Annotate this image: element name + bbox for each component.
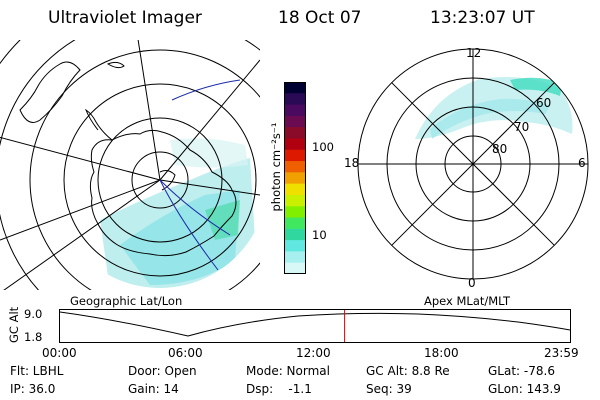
- colorbar-stop: [284, 161, 306, 173]
- colorbar-stop: [284, 172, 306, 185]
- magnetic-polar-plot: [357, 48, 589, 280]
- magnetic-lines: [159, 79, 241, 271]
- flight-info: Flt: LBHL: [10, 364, 64, 378]
- mlat-label-80: 80: [492, 142, 508, 156]
- geographic-map: [0, 40, 260, 290]
- antarctic-peninsula: [84, 108, 113, 141]
- geo-latitude: GLat: -78.6: [488, 364, 555, 378]
- island-outline: [106, 61, 125, 69]
- colorbar-stop: [284, 240, 306, 252]
- colorbar-stop: [284, 228, 306, 241]
- colorbar-stop: [284, 217, 306, 230]
- colorbar-stop: [284, 194, 306, 207]
- mode-status: Mode: Normal: [246, 364, 330, 378]
- left-aurora-coverage: [100, 138, 255, 288]
- colorbar-stop: [284, 115, 306, 128]
- timeline-ymax: 9.0: [24, 307, 43, 321]
- mlt-label-0: 0: [468, 276, 476, 290]
- timeline-tick-2359: 23:59: [544, 346, 579, 360]
- mlt-label-18: 18: [344, 156, 360, 170]
- gc-altitude: GC Alt: 8.8 Re: [366, 364, 450, 378]
- door-status: Door: Open: [128, 364, 197, 378]
- geo-longitude: GLon: 143.9: [488, 382, 561, 396]
- right-aurora-coverage: [415, 76, 573, 139]
- mlat-label-60: 60: [536, 96, 552, 110]
- timeline-tick-0000: 00:00: [42, 346, 77, 360]
- colorbar-stop: [284, 183, 306, 196]
- latitude-circles: [0, 40, 260, 290]
- colorbar-stop: [284, 149, 306, 162]
- timeline-tick-1200: 12:00: [296, 346, 331, 360]
- colorbar: [284, 82, 306, 274]
- antarctica-coastline: [89, 129, 237, 257]
- colorbar-unit: photon cm⁻²s⁻¹: [269, 122, 283, 212]
- colorbar-stop: [284, 206, 306, 219]
- timeline-tick-1800: 18:00: [424, 346, 459, 360]
- dsp-info: Dsp: -1.1: [246, 382, 312, 396]
- colorbar-stop: [284, 138, 306, 151]
- image-date: 18 Oct 07: [278, 8, 362, 28]
- altitude-timeline: [59, 309, 571, 343]
- mlt-spokes: [358, 49, 588, 279]
- sequence-info: Seq: 39: [366, 382, 412, 396]
- mlt-label-12: 12: [466, 46, 482, 60]
- colorbar-tick-100: 100: [312, 140, 334, 154]
- colorbar-stop: [284, 251, 306, 264]
- south-america-coastline: [19, 61, 81, 123]
- timeline-ymin: 1.8: [24, 330, 43, 344]
- colorbar-tick-10: 10: [312, 228, 327, 242]
- colorbar-stop: [284, 93, 306, 106]
- ip-info: IP: 36.0: [10, 382, 56, 396]
- instrument-title: Ultraviolet Imager: [48, 8, 202, 28]
- timeline-tick-0600: 06:00: [168, 346, 203, 360]
- colorbar-stop: [284, 104, 306, 117]
- timeline-ylabel: GC Alt: [7, 306, 21, 343]
- colorbar-stop: [284, 82, 306, 94]
- gain-info: Gain: 14: [128, 382, 179, 396]
- image-time: 13:23:07 UT: [430, 8, 535, 28]
- geographic-panel-label: Geographic Lat/Lon: [70, 294, 183, 308]
- mlat-label-70: 70: [514, 120, 530, 134]
- altitude-curve: [59, 311, 571, 337]
- meridians: [0, 40, 260, 290]
- mlt-label-6: 6: [578, 156, 586, 170]
- apex-panel-label: Apex MLat/MLT: [424, 294, 511, 308]
- colorbar-stop: [284, 262, 306, 274]
- colorbar-stop: [284, 127, 306, 139]
